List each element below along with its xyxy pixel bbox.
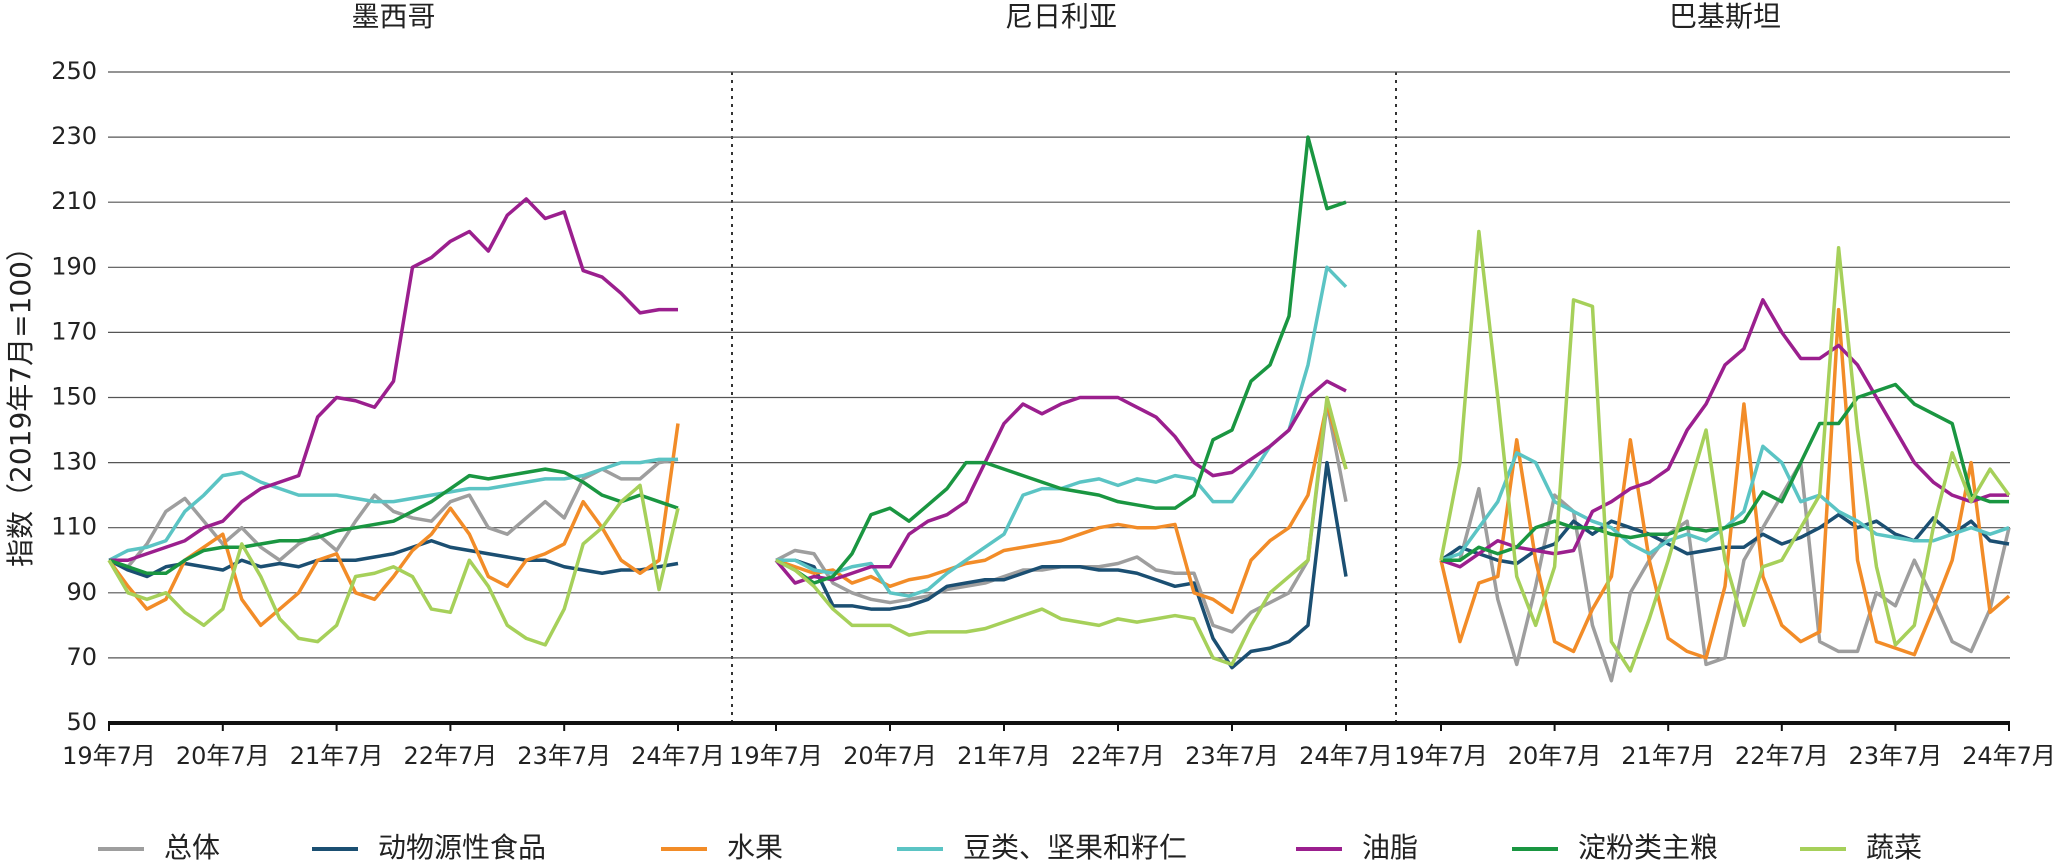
y-tick-label: 190	[51, 252, 97, 280]
y-tick-label: 210	[51, 187, 97, 215]
x-tick-label: 19年7月	[1394, 742, 1488, 770]
x-tick-label: 19年7月	[62, 742, 156, 770]
series-line	[775, 135, 1347, 585]
series-line	[108, 467, 679, 576]
y-tick-label: 250	[51, 57, 97, 85]
series-line	[108, 457, 678, 562]
series-line	[775, 395, 1348, 667]
legend-label: 总体	[164, 831, 220, 864]
y-tick-label: 110	[51, 513, 97, 541]
y-tick-label: 170	[51, 317, 97, 345]
legend-label: 油脂	[1362, 831, 1418, 864]
series-line	[776, 460, 1348, 670]
y-tick-label: 230	[51, 122, 97, 150]
legend-label: 豆类、坚果和籽仁	[963, 831, 1187, 864]
x-tick-label: 24年7月	[1299, 742, 1393, 770]
x-tick-label: 22年7月	[1071, 742, 1165, 770]
x-tick-label: 21年7月	[957, 742, 1051, 770]
series-line	[108, 457, 679, 569]
series-line	[1441, 382, 2009, 562]
legend-label: 蔬菜	[1866, 831, 1922, 864]
series-line	[776, 265, 1348, 598]
y-tick-label: 150	[51, 383, 97, 411]
series-line	[1441, 460, 2011, 683]
panel-title: 巴基斯坦	[1669, 0, 1781, 33]
x-tick-label: 24年7月	[1962, 742, 2053, 770]
legend-label: 动物源性食品	[378, 831, 546, 864]
series-line	[1439, 307, 2011, 660]
x-tick-label: 20年7月	[176, 742, 270, 770]
panel-title: 墨西哥	[351, 0, 435, 33]
x-tick-label: 19年7月	[729, 742, 823, 770]
series-line	[775, 402, 1348, 634]
series-line	[1439, 229, 2011, 673]
series-line	[107, 423, 680, 628]
x-tick-label: 24年7月	[631, 742, 725, 770]
y-tick-label: 90	[66, 578, 97, 606]
x-tick-label: 23年7月	[1185, 742, 1279, 770]
y-tick-label: 50	[66, 708, 97, 736]
panel-title: 尼日利亚	[1005, 0, 1117, 33]
x-tick-label: 23年7月	[1848, 742, 1942, 770]
x-tick-label: 21年7月	[1621, 742, 1715, 770]
legend-label: 水果	[727, 831, 783, 864]
y-tick-label: 70	[66, 643, 97, 671]
series-line	[107, 483, 680, 647]
y-tick-label: 130	[51, 448, 97, 476]
x-tick-label: 20年7月	[843, 742, 937, 770]
x-tick-label: 23年7月	[517, 742, 611, 770]
x-tick-label: 20年7月	[1508, 742, 1602, 770]
x-tick-label: 22年7月	[1735, 742, 1829, 770]
legend-label: 淀粉类主粮	[1578, 831, 1718, 864]
x-tick-label: 22年7月	[403, 742, 497, 770]
series-line	[774, 379, 1347, 585]
x-tick-label: 21年7月	[290, 742, 384, 770]
series-line	[1440, 298, 2009, 569]
series-line	[109, 197, 678, 562]
series-line	[775, 402, 1348, 615]
series-line	[108, 538, 679, 579]
y-axis-label: 指数（2019年7月=100）	[4, 233, 37, 567]
